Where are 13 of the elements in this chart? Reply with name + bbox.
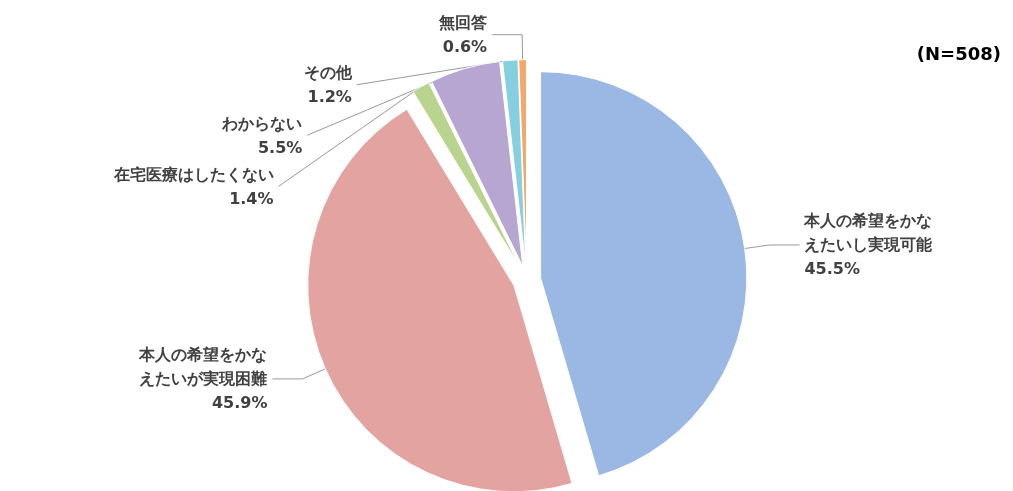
slice-label: 在宅医療はしたくない [112, 164, 274, 184]
slice-label: その他 [303, 63, 353, 83]
data-label: 45.9% [211, 393, 268, 413]
text: (N=508) [916, 42, 1002, 64]
slice-label: わからない [221, 113, 303, 133]
data-label: 45.5% [804, 259, 860, 279]
data-label: 0.6% [442, 37, 488, 57]
slice-label: 本人の希望をかなえたいし実現可能 [803, 211, 933, 255]
data-label: 1.4% [229, 188, 274, 208]
data-label: 1.2% [307, 87, 352, 107]
slice-label: 無回答 [438, 13, 488, 33]
slice-label: 本人の希望をかなえたいが実現困難 [138, 345, 268, 389]
data-label: 5.5% [257, 137, 303, 157]
